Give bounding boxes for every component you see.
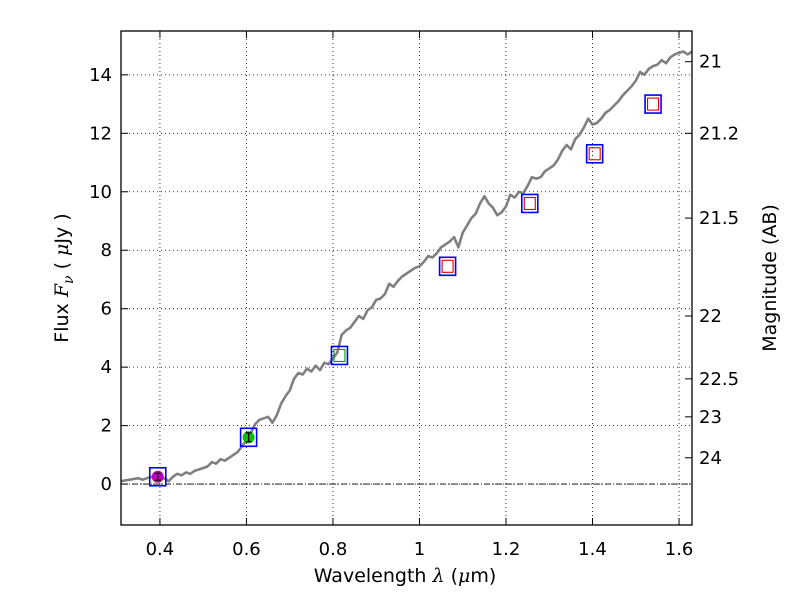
mag-tick-label: 21.5 <box>699 208 739 229</box>
y-tick-label: 4 <box>101 357 112 378</box>
band-box <box>644 94 662 114</box>
x-tick-label: 1.6 <box>665 539 694 560</box>
model-marker <box>523 196 536 211</box>
model-marker <box>647 97 660 111</box>
plot-frame <box>120 30 693 526</box>
x-tick-label: 0.4 <box>146 539 175 560</box>
mag-tick-label: 21.2 <box>699 123 739 144</box>
mag-tick-label: 24 <box>699 448 722 469</box>
band-box <box>148 466 167 487</box>
x-axis-title: Wavelength λ (μm) <box>314 565 497 587</box>
x-tick-label: 1.2 <box>492 539 521 560</box>
model-marker <box>333 348 346 363</box>
axis-ticks <box>121 31 692 525</box>
x-tick-label: 1 <box>414 539 425 560</box>
band-box <box>239 427 258 448</box>
magnitude-tick-labels: 21 21.2 21.5 22 22.5 23 24 <box>699 52 739 469</box>
y-tick-label: 6 <box>101 299 112 320</box>
y-tick-label: 12 <box>89 123 112 144</box>
model-marker <box>441 259 454 273</box>
x-tick-label: 0.8 <box>319 539 348 560</box>
y-axis-title: Flux Fν ( μJy ) <box>51 213 77 342</box>
model-marker <box>588 147 601 161</box>
y-tick-labels: 0 2 4 6 8 10 12 14 <box>89 65 112 495</box>
right-axis-title: Magnitude (AB) <box>759 204 781 352</box>
band-box <box>585 143 604 164</box>
y-tick-label: 10 <box>89 182 112 203</box>
mag-tick-label: 21 <box>699 52 722 73</box>
mag-tick-label: 23 <box>699 407 722 428</box>
x-tick-label: 1.4 <box>578 539 607 560</box>
band-box <box>438 256 457 277</box>
band-box <box>520 193 539 214</box>
y-tick-label: 14 <box>89 65 112 86</box>
mag-tick-label: 22.5 <box>699 369 739 390</box>
x-tick-labels: 0.4 0.6 0.8 1 1.2 1.4 1.6 <box>146 539 694 560</box>
y-tick-label: 0 <box>101 474 112 495</box>
y-tick-label: 2 <box>101 416 112 437</box>
mag-tick-label: 22 <box>699 306 722 327</box>
sed-line <box>120 50 693 483</box>
y-tick-label: 8 <box>101 240 112 261</box>
x-tick-label: 0.6 <box>232 539 261 560</box>
band-box <box>330 345 349 366</box>
sed-line-group <box>120 50 693 483</box>
photometry-points <box>148 94 662 487</box>
